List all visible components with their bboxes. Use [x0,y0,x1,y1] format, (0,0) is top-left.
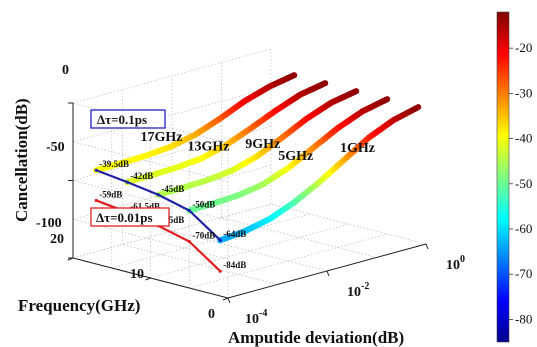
delta-label: -50dB [192,200,215,210]
delta-point [187,208,191,213]
x-tick-1e-2: 10-2 [347,281,369,300]
delta-label: -61.5dB [130,201,160,211]
colorbar-tick-label: -50 [515,176,532,191]
ribbon-17GHz [93,72,298,174]
colorbar-tick-label: -80 [515,311,532,326]
ribbon-segment [412,104,422,112]
colorbar [496,11,510,343]
delta-point [94,168,98,172]
box-01ps [90,109,166,129]
colorbar-ticks: -20 -30 -40 -50 -60 -70 -80 [509,40,532,326]
ribbon-segment [288,72,298,80]
delta-label: -59dB [99,189,122,199]
delta-label: -45dB [161,184,184,194]
box-01ps-label: Δτ=0.1ps [97,112,147,127]
delta-point [187,239,191,244]
ribbon-segment [381,96,391,104]
curve-label-13GHz: 13GHz [188,139,230,154]
delta-point [94,198,98,203]
y-tick-10: 10 [130,267,144,282]
curve-label-9GHz: 9GHz [245,137,280,152]
box-001ps [90,207,170,227]
z-axis-label: Cancellation(dB) [12,98,31,222]
colorbar-tick-label: -20 [515,40,532,55]
z-tick-0: 0 [62,63,69,78]
y-axis-label: Frequency(GHz) [18,296,140,315]
delta-label: -70dB [192,231,215,241]
y-tick-20: 20 [50,232,64,247]
delta-label: -39.5dB [99,159,129,169]
colorbar-tick-label: -40 [515,131,532,146]
delta-label: -64dB [223,229,246,239]
ribbons [93,72,422,244]
x-tick-1e-4: 10-4 [245,308,267,327]
delta-point [156,193,160,197]
z-tick-50: -50 [46,140,65,155]
colorbar-tick-label: -30 [515,85,532,100]
grid [67,48,429,304]
colorbar-tick-label: -70 [515,266,532,281]
x-tick-1e0: 100 [446,254,465,273]
delta-point [218,238,222,242]
x-axis-label: Amputide deviation(dB) [228,328,404,347]
ribbon-1GHz [217,104,422,244]
delta-label: -65dB [161,215,184,225]
ribbon-13GHz [124,80,329,186]
delta-label: -84dB [223,260,246,270]
box-001ps-label: Δτ=0.01ps [96,210,153,225]
ribbon-5GHz [186,96,391,214]
delta-label: -42dB [130,171,153,181]
ribbon-segment [350,88,360,96]
ribbon-segment [319,80,329,88]
z-tick-100: -100 [36,216,62,231]
delta-point [218,269,222,273]
curve-label-1GHz: 1GHz [340,141,375,156]
delta-point [125,180,129,184]
curve-label-5GHz: 5GHz [278,149,313,164]
y-tick-0: 0 [208,307,215,322]
annotation-labels: -39.5dB-42dB-45dB-50dB-64dB-59dB-61.5dB-… [99,159,246,270]
colorbar-tick-label: -60 [515,221,532,236]
curve-label-17GHz: 17GHz [141,130,183,145]
